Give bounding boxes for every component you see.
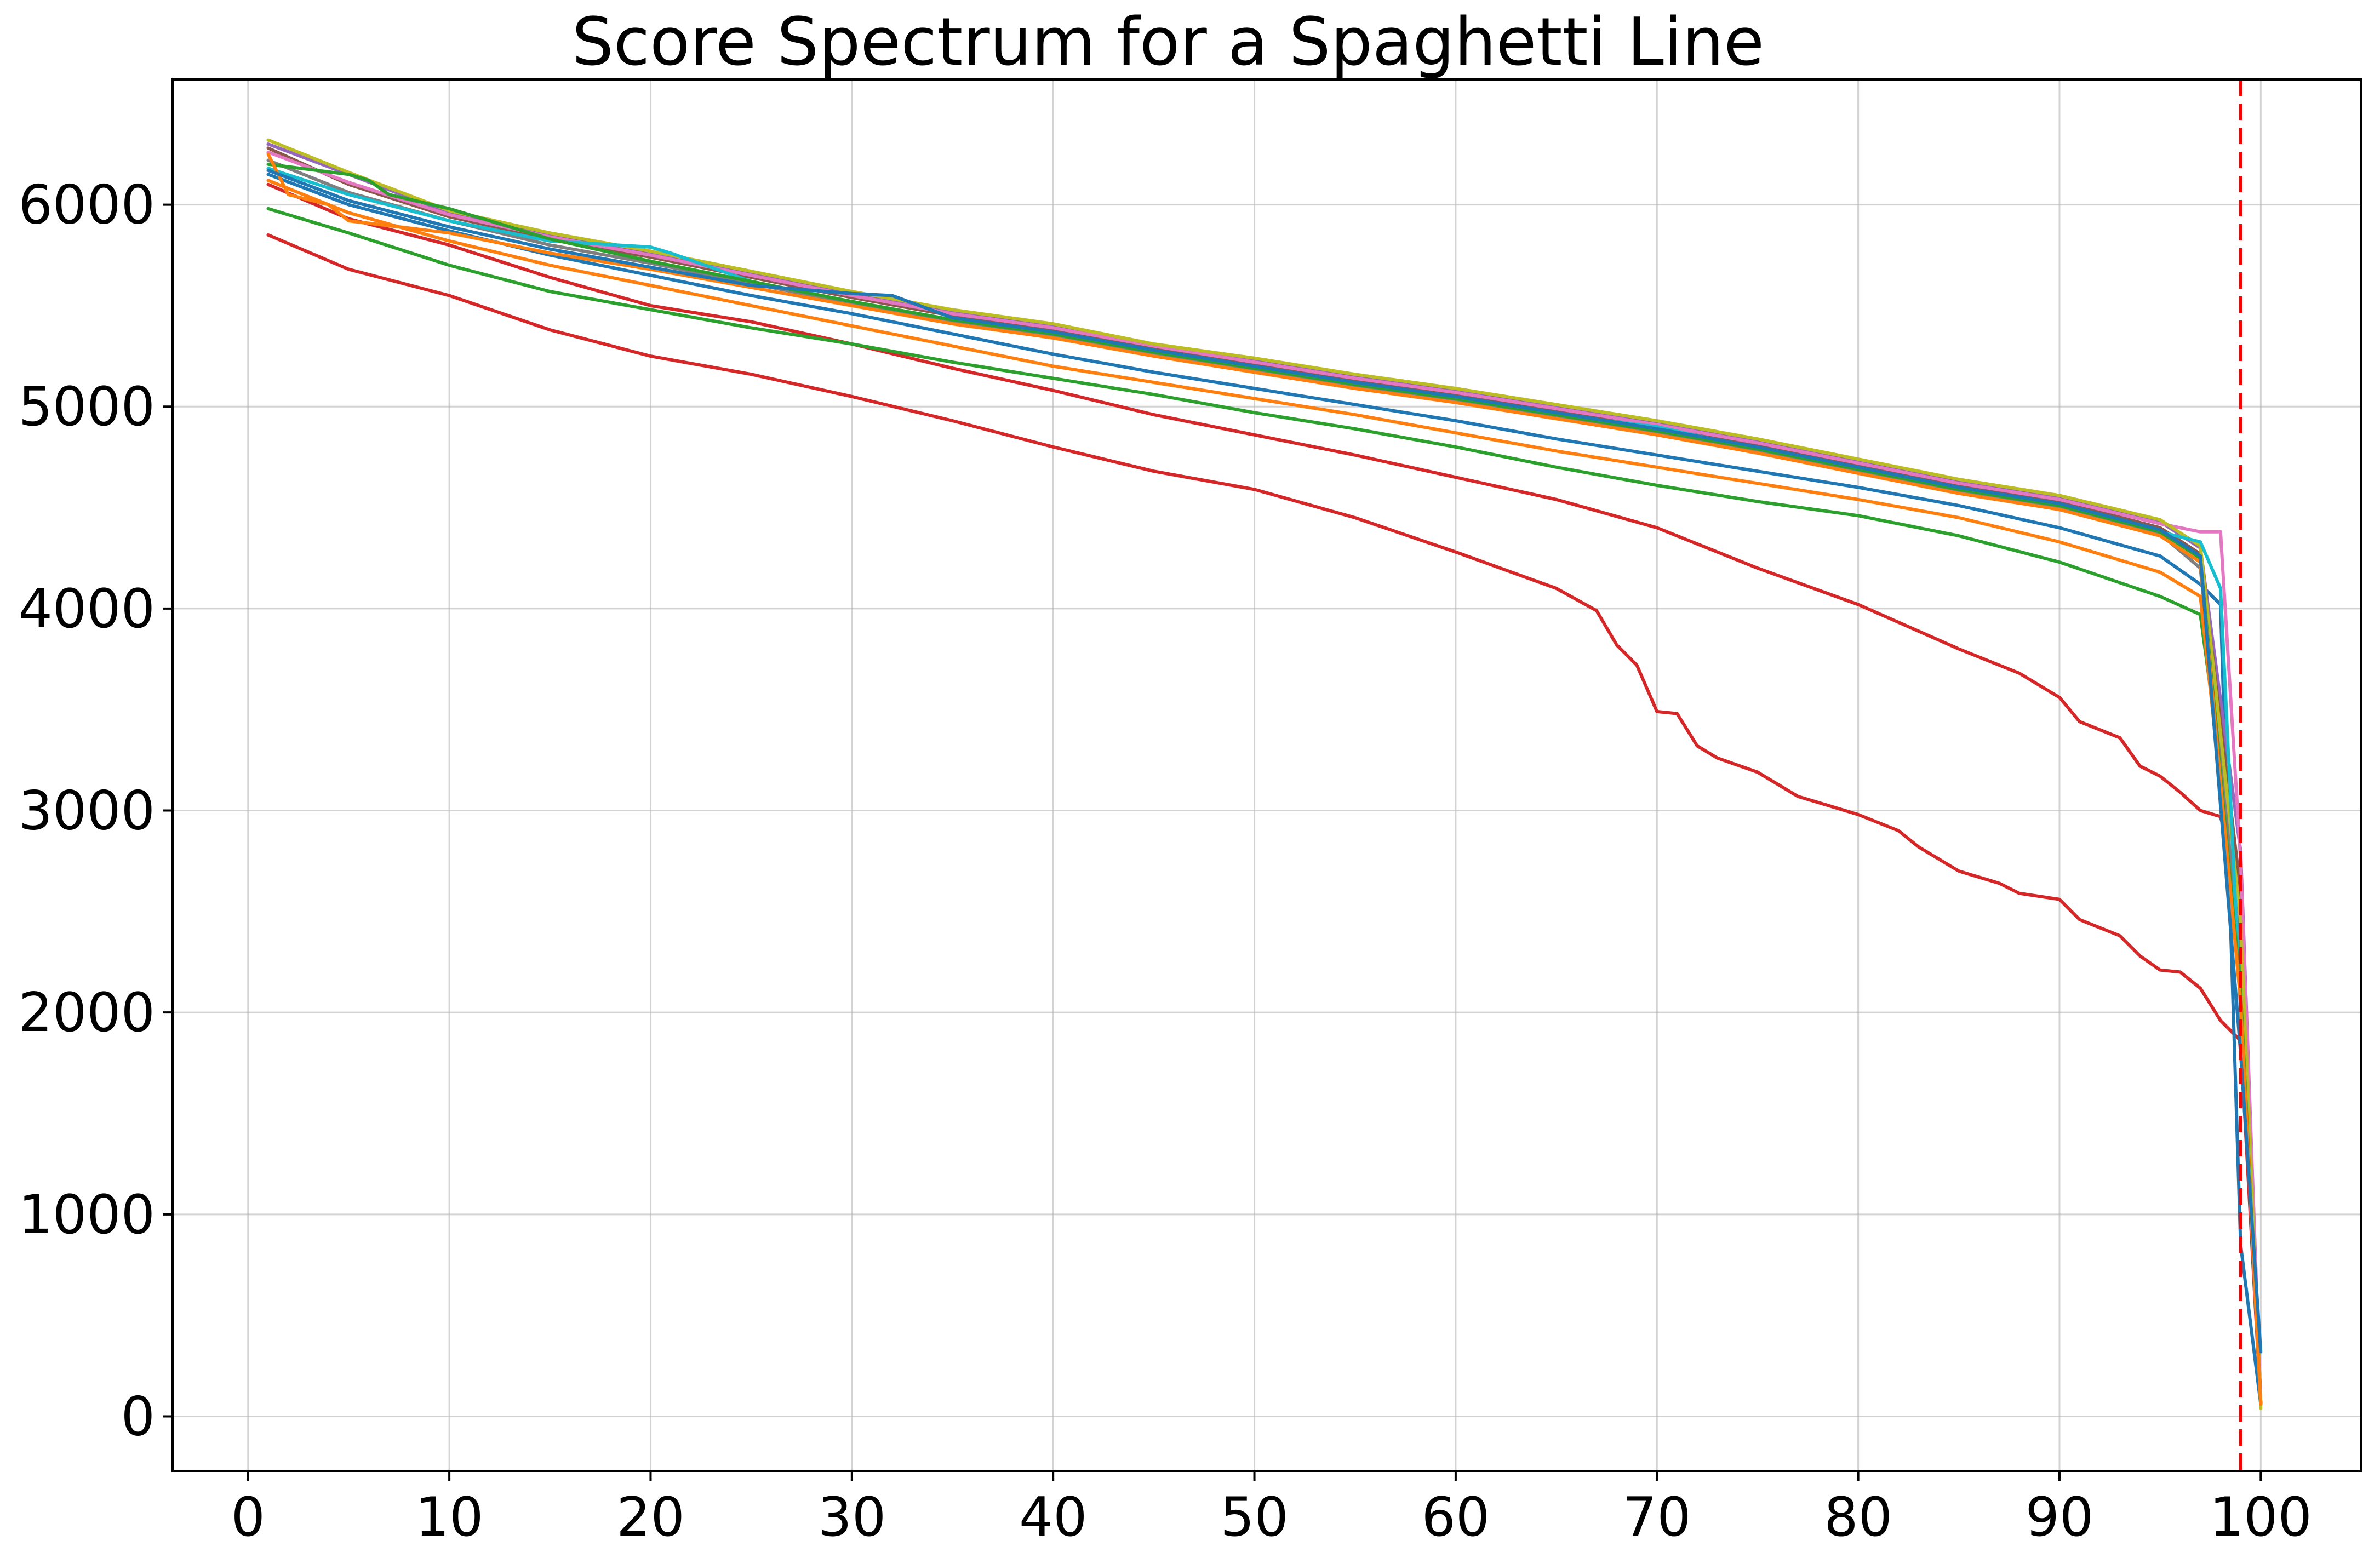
y-tick-label: 3000 <box>19 780 155 843</box>
y-tick-label: 6000 <box>19 174 155 237</box>
series-lines <box>266 138 2263 1410</box>
x-tick-label: 50 <box>1220 1486 1289 1549</box>
x-tick-label: 80 <box>1824 1486 1892 1549</box>
x-tick-label: 0 <box>231 1486 265 1549</box>
axis-ticks: 0 10 20 30 40 50 60 70 80 90 100010002000300040005… <box>19 174 2312 1549</box>
x-tick-label: 60 <box>1422 1486 1490 1549</box>
series-line-11 <box>266 167 2263 1406</box>
plot-frame <box>171 78 2362 1472</box>
series-line-3 <box>266 207 2263 1406</box>
y-tick-label: 1000 <box>19 1184 155 1246</box>
series-line-10 <box>266 138 2263 1410</box>
chart-title: Score Spectrum for a Spaghetti Line <box>572 4 1764 81</box>
y-tick-label: 0 <box>121 1385 155 1448</box>
x-tick-label: 70 <box>1623 1486 1691 1549</box>
series-line-5 <box>266 173 2263 1406</box>
series-line-14 <box>266 168 2263 1354</box>
x-tick-label: 20 <box>616 1486 685 1549</box>
y-tick-label: 5000 <box>19 376 155 438</box>
x-tick-label: 30 <box>817 1486 886 1549</box>
series-line-1 <box>266 233 2263 1406</box>
x-tick-label: 90 <box>2026 1486 2094 1549</box>
series-line-4 <box>266 179 2263 1406</box>
x-tick-label: 10 <box>415 1486 484 1549</box>
series-line-2 <box>266 182 2263 1406</box>
y-tick-label: 4000 <box>19 578 155 640</box>
series-line-13 <box>266 152 2263 1406</box>
series-line-8 <box>266 150 2263 1406</box>
grid <box>173 79 2361 1471</box>
x-tick-label: 100 <box>2210 1486 2312 1549</box>
series-line-12 <box>266 162 2263 1406</box>
series-line-6 <box>266 142 2263 1406</box>
series-line-7 <box>266 146 2263 1406</box>
x-tick-label: 40 <box>1019 1486 1088 1549</box>
series-line-9 <box>266 158 2263 1406</box>
y-tick-label: 2000 <box>19 982 155 1044</box>
